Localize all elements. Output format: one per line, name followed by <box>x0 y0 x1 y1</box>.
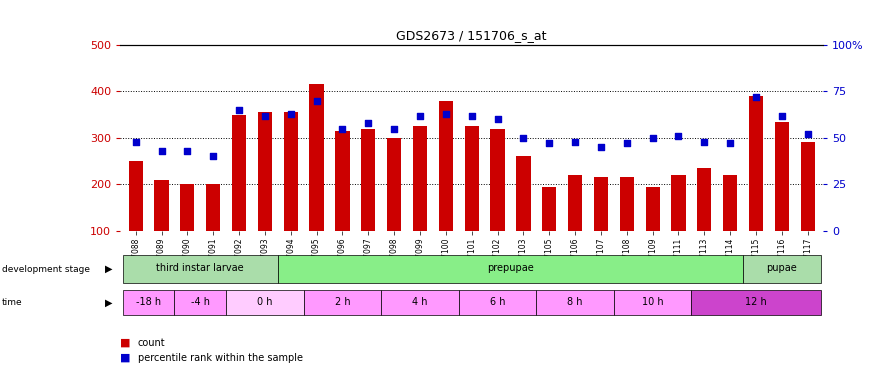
Text: 6 h: 6 h <box>490 297 506 307</box>
Bar <box>490 129 505 231</box>
Bar <box>775 122 789 231</box>
Point <box>206 153 221 159</box>
Text: ▶: ▶ <box>105 298 112 308</box>
Bar <box>537 290 614 315</box>
Point <box>232 107 247 113</box>
Text: percentile rank within the sample: percentile rank within the sample <box>138 353 303 363</box>
Text: prepupae: prepupae <box>487 263 534 273</box>
Bar <box>336 131 350 231</box>
Bar <box>465 126 479 231</box>
Bar <box>361 129 376 231</box>
Bar <box>723 175 737 231</box>
Point <box>490 116 505 122</box>
Bar <box>645 186 659 231</box>
Bar <box>619 177 634 231</box>
Bar <box>123 290 174 315</box>
Bar <box>458 290 537 315</box>
Text: -4 h: -4 h <box>190 297 210 307</box>
Bar <box>743 255 821 284</box>
Bar <box>181 184 195 231</box>
Point <box>723 140 737 146</box>
Bar <box>206 184 221 231</box>
Bar <box>310 84 324 231</box>
Bar <box>258 112 272 231</box>
Point <box>697 138 711 144</box>
Text: 12 h: 12 h <box>745 297 767 307</box>
Point <box>413 112 427 118</box>
Title: GDS2673 / 151706_s_at: GDS2673 / 151706_s_at <box>396 30 547 42</box>
Bar <box>387 138 401 231</box>
Point <box>542 140 556 146</box>
Point <box>387 126 401 132</box>
Bar <box>748 96 763 231</box>
Bar <box>284 112 298 231</box>
Bar <box>692 290 821 315</box>
Bar <box>381 290 458 315</box>
Point <box>336 126 350 132</box>
Text: ▶: ▶ <box>105 264 112 274</box>
Bar <box>516 156 530 231</box>
Point <box>361 120 376 126</box>
Point <box>284 111 298 117</box>
Text: 8 h: 8 h <box>567 297 583 307</box>
Bar <box>226 290 303 315</box>
Bar <box>542 186 556 231</box>
Bar <box>614 290 692 315</box>
Point <box>258 112 272 118</box>
Bar <box>697 168 711 231</box>
Bar <box>232 115 247 231</box>
Text: 0 h: 0 h <box>257 297 272 307</box>
Text: time: time <box>2 298 22 307</box>
Bar <box>439 101 453 231</box>
Text: count: count <box>138 338 166 348</box>
Text: 4 h: 4 h <box>412 297 428 307</box>
Bar <box>154 180 168 231</box>
Point <box>516 135 530 141</box>
Point <box>645 135 659 141</box>
Point <box>439 111 453 117</box>
Bar <box>174 290 226 315</box>
Text: 2 h: 2 h <box>335 297 351 307</box>
Bar <box>303 290 381 315</box>
Bar <box>801 142 815 231</box>
Point <box>465 112 479 118</box>
Text: third instar larvae: third instar larvae <box>157 263 244 273</box>
Point <box>128 138 142 144</box>
Bar <box>594 177 608 231</box>
Point <box>568 138 582 144</box>
Point <box>775 112 789 118</box>
Text: ■: ■ <box>120 338 131 348</box>
Point <box>619 140 634 146</box>
Point <box>594 144 608 150</box>
Bar <box>278 255 743 284</box>
Text: -18 h: -18 h <box>136 297 161 307</box>
Bar <box>413 126 427 231</box>
Point <box>748 94 763 100</box>
Bar <box>568 175 582 231</box>
Point <box>181 148 195 154</box>
Point <box>671 133 685 139</box>
Text: development stage: development stage <box>2 265 90 274</box>
Bar <box>123 255 278 284</box>
Bar <box>128 161 142 231</box>
Text: pupae: pupae <box>766 263 797 273</box>
Text: ■: ■ <box>120 353 131 363</box>
Point <box>801 131 815 137</box>
Point <box>310 98 324 104</box>
Point <box>154 148 168 154</box>
Text: 10 h: 10 h <box>642 297 663 307</box>
Bar <box>671 175 685 231</box>
